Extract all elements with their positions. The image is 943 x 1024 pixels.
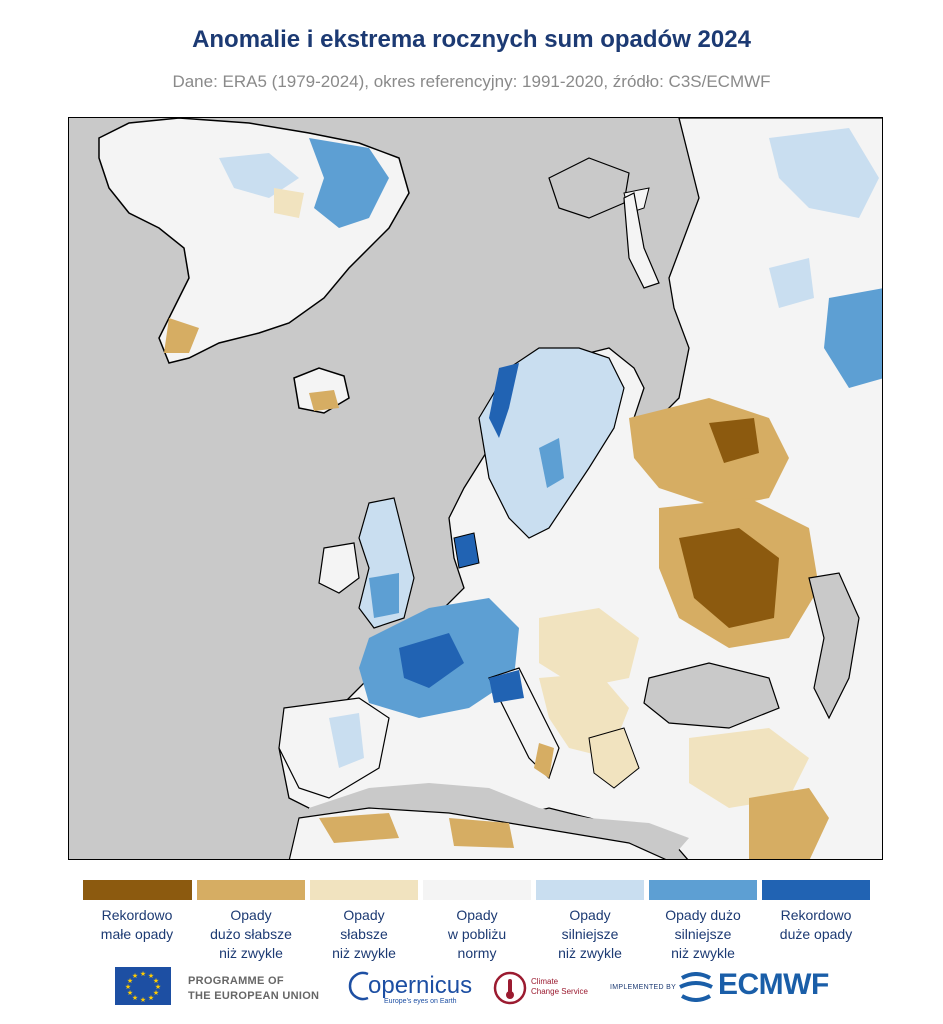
legend-label-much-drier: Opady dużo słabsze niż zwykle <box>210 907 292 961</box>
caspian-sea <box>808 572 860 720</box>
greenland-dry-patch-2 <box>274 188 304 218</box>
russia-record-dry <box>709 418 759 463</box>
legend-swatch-drier <box>310 880 418 900</box>
russia-mid-wet <box>769 258 814 308</box>
legend-swatch-much-drier <box>197 880 305 900</box>
legend-label-near-normal: Opady w pobliżu normy <box>447 907 507 961</box>
iberia-wet <box>329 713 364 768</box>
copernicus-wordmark: opernicus <box>368 972 473 999</box>
turkey-dry <box>689 728 809 808</box>
legend-swatch-wetter <box>536 880 644 900</box>
svg-text:★: ★ <box>140 996 146 1004</box>
implemented-by-text: IMPLEMENTED BY <box>610 984 677 991</box>
legend-label-record-low: Rekordowo małe opady <box>100 907 174 942</box>
central-europe-dry <box>539 608 639 688</box>
svg-text:★: ★ <box>132 972 138 980</box>
legend-label-drier: Opady słabsze niż zwykle <box>332 907 396 961</box>
map-title: Anomalie i ekstrema rocznych sum opadów … <box>192 26 751 53</box>
svg-text:★: ★ <box>132 994 138 1002</box>
legend-swatch-record-low <box>83 880 192 900</box>
russia-north-wet <box>769 128 879 218</box>
iceland-dry <box>309 390 339 411</box>
greece <box>588 727 640 789</box>
italy-south-dry <box>534 743 554 778</box>
svg-text:★: ★ <box>127 977 133 985</box>
iberia <box>278 697 390 799</box>
great-britain-wet <box>369 573 399 618</box>
greenland-wet-patch-2 <box>219 153 299 198</box>
france-record-wet <box>399 633 464 688</box>
middle-east-dry <box>749 788 829 859</box>
legend-swatch-much-wetter <box>649 880 757 900</box>
legend-label-wetter: Opady silniejsze niż zwykle <box>558 907 622 961</box>
greenland-dry-patch <box>164 318 199 353</box>
ukraine-record-dry <box>679 528 779 628</box>
map-subtitle: Dane: ERA5 (1979-2024), okres referencyj… <box>172 72 771 91</box>
north-africa-dry <box>319 813 399 843</box>
ecmwf-wordmark: ECMWF <box>718 968 829 1001</box>
svg-text:★: ★ <box>127 989 133 997</box>
svg-text:★: ★ <box>125 983 131 991</box>
norway-coast-wet <box>489 363 519 438</box>
legend-swatch-near-normal <box>423 880 531 900</box>
c3s-text: Climate Change Service <box>531 977 588 996</box>
legend-label-much-wetter: Opady dużo silniejsze niż zwykle <box>665 907 741 961</box>
north-africa-dry-2 <box>449 818 514 848</box>
svg-text:★: ★ <box>148 994 154 1002</box>
greenland-wet-patch <box>309 138 389 228</box>
black-sea <box>643 662 780 729</box>
svg-text:★: ★ <box>153 989 159 997</box>
copernicus-tagline: Europe's eyes on Earth <box>384 998 457 1005</box>
legend-label-record-high: Rekordowo duże opady <box>779 907 853 942</box>
denmark-wet <box>453 532 480 569</box>
svg-text:★: ★ <box>148 972 154 980</box>
italy-north-wet <box>489 670 524 703</box>
legend-swatch-record-high <box>762 880 870 900</box>
svg-text:★: ★ <box>155 983 161 991</box>
svg-text:★: ★ <box>153 977 159 985</box>
russia-east-wet <box>824 288 882 388</box>
precipitation-anomaly-map <box>68 117 883 860</box>
eu-flag-logo: ★ ★ ★ ★ ★ ★ ★ ★ ★ ★ ★ ★ <box>115 967 171 1005</box>
svg-text:★: ★ <box>140 970 146 978</box>
novaya-zemlya <box>623 192 660 289</box>
sweden-wet <box>539 438 564 488</box>
svalbard <box>548 157 630 219</box>
ireland <box>318 542 360 594</box>
eu-programme-text: PROGRAMME OF THE EUROPEAN UNION <box>188 975 320 1002</box>
